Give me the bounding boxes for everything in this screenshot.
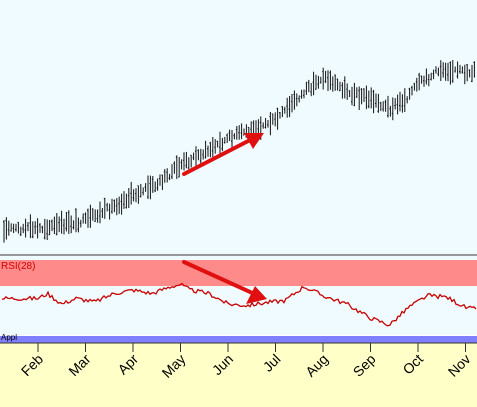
x-axis-background	[0, 343, 477, 407]
clipped-indicator-label: Appl	[1, 333, 17, 342]
arrow-down-annotation	[182, 260, 267, 304]
rsi-overbought-band	[0, 260, 477, 286]
indicator-strip	[0, 336, 477, 343]
arrow-up-annotation	[182, 133, 264, 176]
rsi-line	[1, 282, 477, 327]
rsi-label: RSI(28)	[1, 261, 35, 272]
price-bars-group	[3, 60, 475, 243]
price-panel-background	[0, 0, 477, 255]
